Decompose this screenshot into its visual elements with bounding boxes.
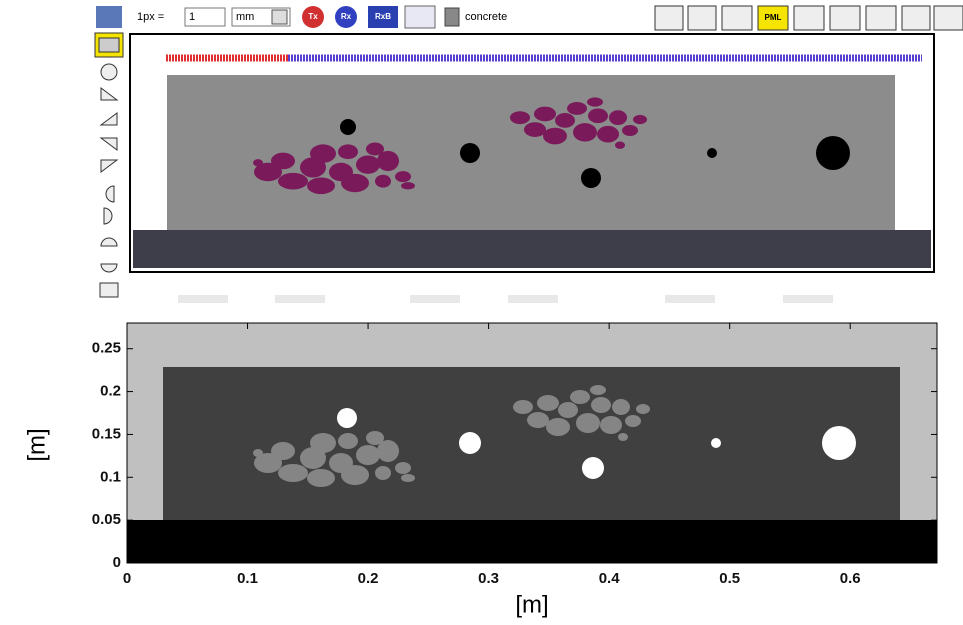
concrete-region	[163, 367, 900, 520]
half-circle-tool[interactable]	[104, 208, 112, 224]
x-tick-label: 0.2	[358, 570, 379, 587]
tool-button[interactable]	[902, 6, 930, 30]
x-tick-label: 0	[123, 570, 131, 587]
void	[460, 143, 480, 163]
editor-canvas	[130, 34, 934, 303]
tool-button[interactable]	[830, 6, 860, 30]
y-tick-label: 0.2	[100, 383, 121, 400]
half-circle-tool[interactable]	[101, 238, 117, 246]
triangle-tool[interactable]	[101, 113, 117, 125]
shape-tools	[95, 33, 123, 297]
scale-value: 1	[189, 11, 195, 23]
void	[707, 148, 717, 158]
half-circle-tool[interactable]	[106, 186, 114, 202]
rxb-label: RxB	[375, 12, 391, 21]
concrete-region	[167, 75, 895, 230]
triangle-tool[interactable]	[101, 88, 117, 100]
y-tick-label: 0.1	[100, 468, 121, 485]
void	[340, 119, 356, 135]
status-boxes	[178, 295, 833, 303]
triangle-tool[interactable]	[101, 160, 117, 172]
tx-label: Tx	[308, 12, 318, 21]
tool-button[interactable]	[934, 6, 963, 30]
x-tick-label: 0.6	[840, 570, 861, 587]
void	[822, 426, 856, 460]
circle-tool[interactable]	[101, 64, 117, 80]
ground-region	[127, 520, 937, 563]
y-axis-label: [m]	[23, 428, 50, 461]
material-swatch[interactable]	[445, 8, 459, 26]
material-name: concrete	[465, 11, 507, 23]
x-tick-label: 0.5	[719, 570, 740, 587]
app-window: 1px = 1 mm Tx Rx RxB concrete PML	[0, 0, 963, 625]
void	[459, 432, 481, 454]
scale-label: 1px =	[137, 11, 164, 23]
toolbar: 1px = 1 mm Tx Rx RxB concrete PML	[96, 6, 963, 30]
plot: [m] [m] 0 0.1 0.2 0.3 0.4 0.5 0.6 0 0.05 0.1 0.15 0…	[23, 323, 937, 618]
app-icon[interactable]	[96, 6, 122, 28]
x-tick-label: 0.4	[599, 570, 621, 587]
ground-region	[133, 230, 931, 268]
tool-button[interactable]	[794, 6, 824, 30]
unit-value: mm	[236, 11, 254, 23]
y-tick-label: 0.15	[92, 425, 121, 442]
tool-button[interactable]	[688, 6, 716, 30]
tool-button[interactable]	[722, 6, 752, 30]
half-circle-tool[interactable]	[101, 264, 117, 272]
dropdown-arrow[interactable]	[272, 10, 287, 24]
image-tool[interactable]	[100, 283, 118, 297]
y-tick-label: 0.25	[92, 340, 121, 357]
void	[816, 136, 850, 170]
tool-button[interactable]	[405, 6, 435, 28]
triangle-tool[interactable]	[101, 138, 117, 150]
x-axis-label: [m]	[515, 591, 548, 618]
void	[711, 438, 721, 448]
rx-label: Rx	[341, 12, 352, 21]
y-tick-label: 0.05	[92, 511, 121, 528]
y-tick-label: 0	[113, 554, 121, 571]
void	[581, 168, 601, 188]
void	[582, 457, 604, 479]
x-tick-label: 0.3	[478, 570, 499, 587]
screen: 1px = 1 mm Tx Rx RxB concrete PML	[0, 0, 963, 625]
pml-label: PML	[765, 13, 782, 22]
right-tools	[655, 6, 963, 30]
tool-button[interactable]	[655, 6, 683, 30]
tool-button[interactable]	[866, 6, 896, 30]
x-tick-label: 0.1	[237, 570, 258, 587]
void	[337, 408, 357, 428]
